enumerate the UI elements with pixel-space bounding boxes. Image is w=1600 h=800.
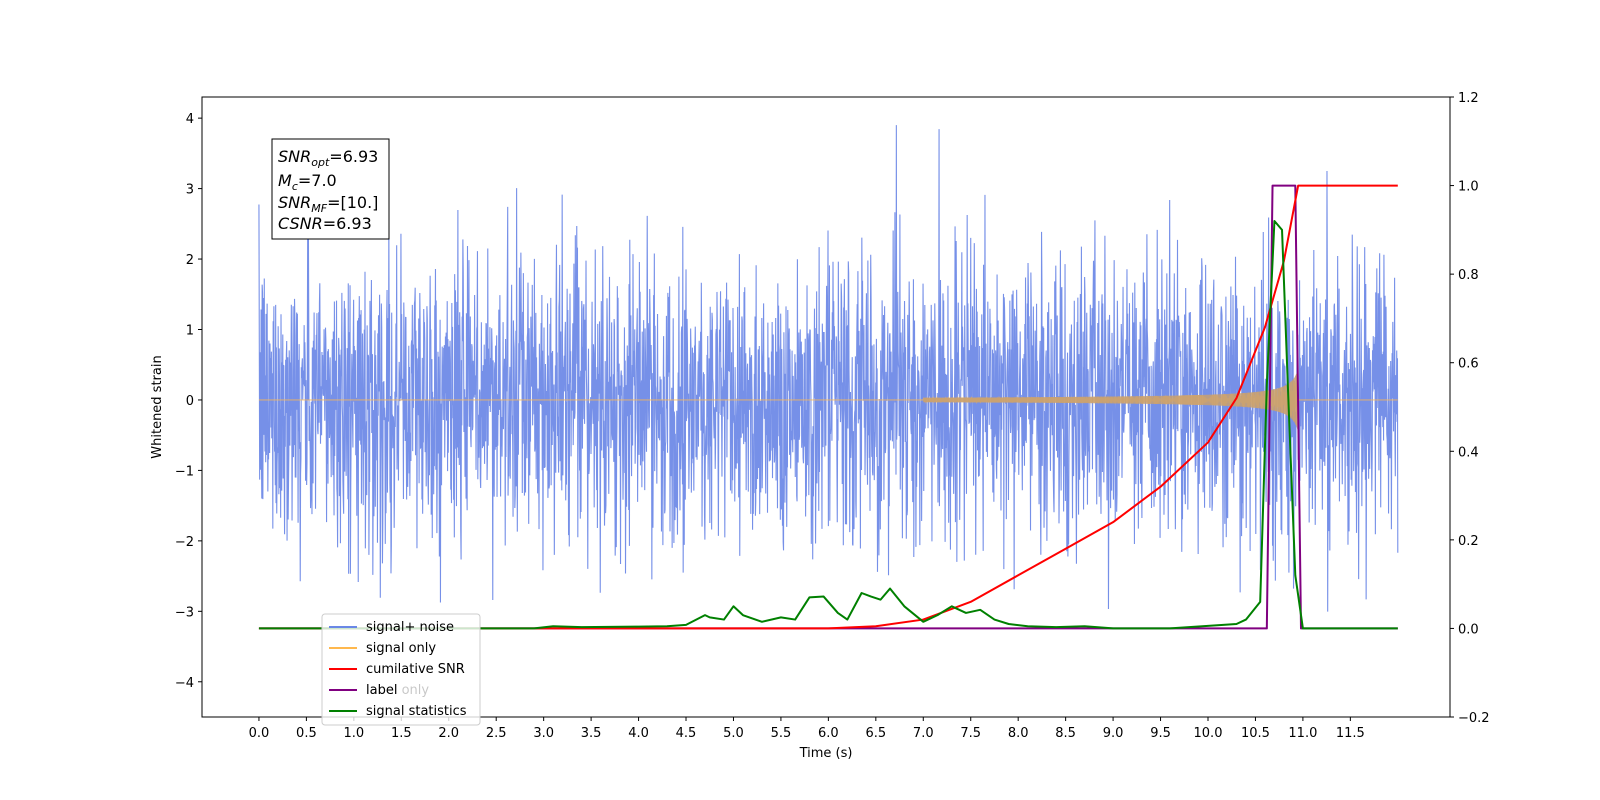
y-tick-label: −2 bbox=[175, 535, 194, 550]
signal-only-envelope bbox=[923, 368, 1299, 432]
x-tick-label: 6.0 bbox=[818, 726, 839, 741]
x-tick-label: 0.5 bbox=[296, 726, 317, 741]
info-line-csnr: CSNR=6.93 bbox=[278, 214, 372, 233]
y2-tick-label: 0.0 bbox=[1458, 622, 1479, 637]
y-axis-right: 1.2 1.0 0.8 0.6 0.4 0.2 0.0 −0.2 bbox=[1450, 91, 1490, 726]
x-tick-label: 4.5 bbox=[676, 726, 697, 741]
x-tick-label: 10.0 bbox=[1194, 726, 1223, 741]
y-tick-label: −3 bbox=[175, 605, 194, 620]
x-tick-label: 0.0 bbox=[249, 726, 270, 741]
x-tick-label: 2.0 bbox=[438, 726, 459, 741]
x-tick-label: 1.0 bbox=[344, 726, 365, 741]
legend-label-cumulative-snr: cumilative SNR bbox=[366, 662, 465, 677]
series-cumulative-snr bbox=[258, 184, 1398, 630]
y2-tick-label: 0.6 bbox=[1458, 357, 1479, 372]
info-box: SNRopt=6.93 Mc=7.0 SNRMF=[10.] CSNR=6.93 bbox=[271, 138, 390, 240]
y-axis-left: 4 3 2 1 0 −1 −2 −3 −4 bbox=[175, 112, 202, 691]
y-tick-label: 3 bbox=[186, 183, 194, 198]
legend-label-signal-noise: signal+ noise bbox=[366, 620, 454, 635]
legend-frame bbox=[321, 613, 481, 726]
x-tick-label: 2.5 bbox=[486, 726, 507, 741]
x-tick-label: 3.0 bbox=[533, 726, 554, 741]
y2-tick-label: 0.4 bbox=[1458, 445, 1479, 460]
legend: signal+ noise signal only cumilative SNR… bbox=[321, 613, 481, 726]
info-line-mc: Mc=7.0 bbox=[278, 171, 337, 193]
legend-label-signal-only: signal only bbox=[366, 641, 436, 656]
x-tick-label: 5.0 bbox=[723, 726, 744, 741]
x-tick-label: 4.0 bbox=[628, 726, 649, 741]
x-tick-label: 8.0 bbox=[1008, 726, 1029, 741]
series-signal-statistics bbox=[258, 220, 1398, 630]
x-tick-label: 7.5 bbox=[960, 726, 981, 741]
series-signal-noise bbox=[258, 125, 1399, 612]
x-tick-label: 5.5 bbox=[771, 726, 792, 741]
y-axis-label: Whitened strain bbox=[150, 355, 165, 458]
y2-tick-label: 0.8 bbox=[1458, 268, 1479, 283]
y-tick-label: −4 bbox=[175, 676, 194, 691]
y-tick-label: 0 bbox=[186, 394, 194, 409]
plot-area bbox=[258, 125, 1399, 630]
x-tick-label: 7.0 bbox=[913, 726, 934, 741]
x-tick-label: 11.5 bbox=[1336, 726, 1365, 741]
legend-label-label: label bbox=[366, 683, 397, 698]
x-tick-label: 10.5 bbox=[1241, 726, 1270, 741]
axes-frame bbox=[201, 96, 1451, 718]
y2-tick-label: 0.2 bbox=[1458, 534, 1479, 549]
x-axis-label: Time (s) bbox=[799, 746, 853, 761]
info-box-frame bbox=[271, 138, 390, 240]
x-axis: 0.0 0.5 1.0 1.5 2.0 2.5 3.0 3.5 4.0 4.5 5.0 5.5 6.0 6… bbox=[249, 717, 1365, 741]
y-tick-label: 1 bbox=[186, 324, 194, 339]
x-tick-label: 11.0 bbox=[1288, 726, 1317, 741]
x-tick-label: 9.5 bbox=[1150, 726, 1171, 741]
x-tick-label: 8.5 bbox=[1055, 726, 1076, 741]
info-line-snr-mf: SNRMF=[10.] bbox=[278, 193, 378, 215]
y2-tick-label: −0.2 bbox=[1458, 711, 1490, 726]
y-tick-label: −1 bbox=[175, 464, 194, 479]
legend-label-signal-statistics: signal statistics bbox=[366, 704, 467, 719]
y-tick-label: 4 bbox=[186, 112, 194, 127]
x-tick-label: 1.5 bbox=[391, 726, 412, 741]
x-tick-label: 3.5 bbox=[581, 726, 602, 741]
x-tick-label: 6.5 bbox=[865, 726, 886, 741]
y-tick-label: 2 bbox=[186, 253, 194, 268]
info-line-snr-opt: SNRopt=6.93 bbox=[278, 147, 378, 169]
y2-tick-label: 1.0 bbox=[1458, 180, 1479, 195]
y2-tick-label: 1.2 bbox=[1458, 91, 1479, 106]
legend-label-label-only: label only bbox=[366, 683, 429, 698]
x-tick-label: 9.0 bbox=[1103, 726, 1124, 741]
